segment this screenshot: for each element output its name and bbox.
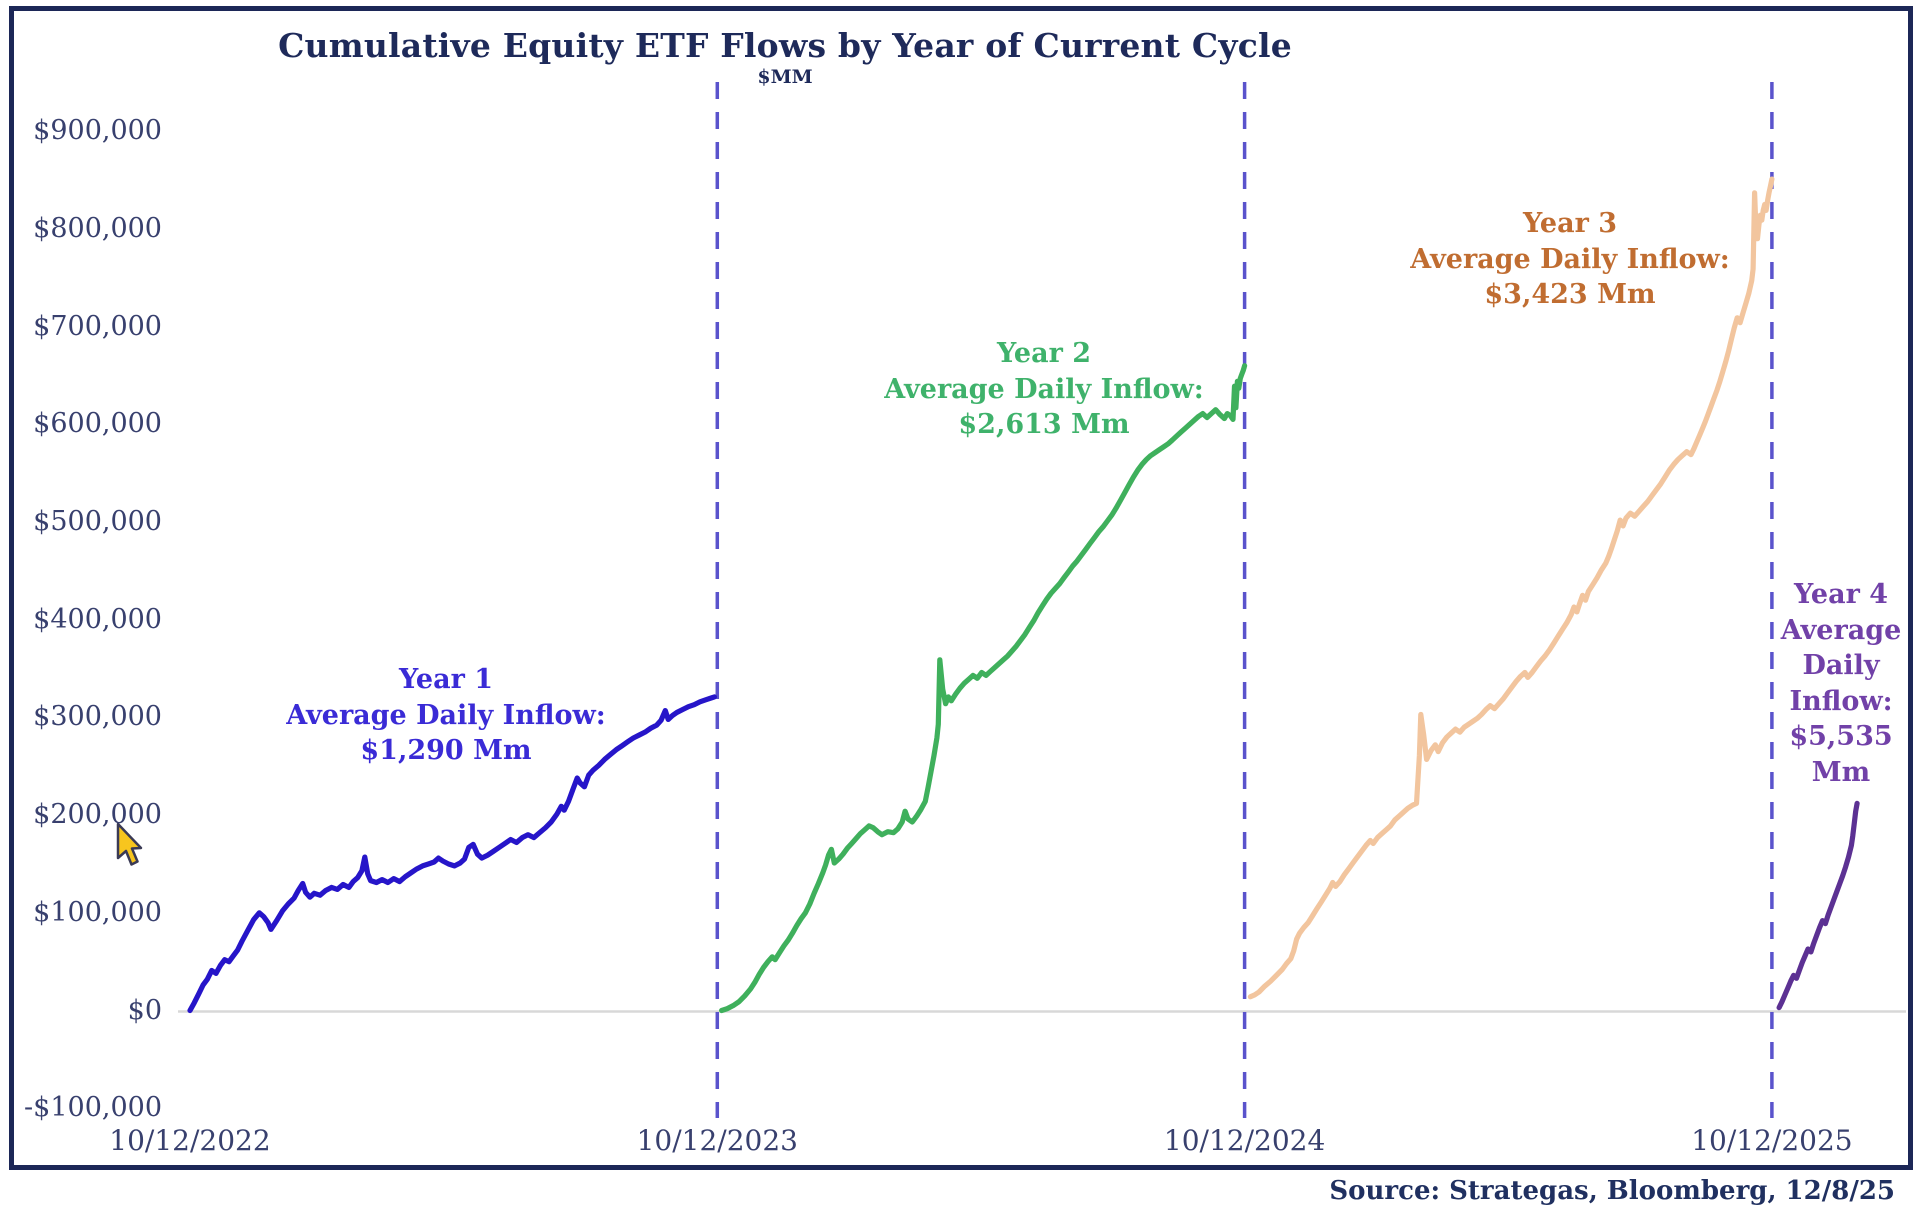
series-line-year-3 (1247, 176, 1775, 1000)
x-tick-label: 10/12/2022 (109, 1124, 271, 1157)
y-tick-label: $300,000 (33, 701, 162, 733)
annotation-line: $1,290 Mm (360, 735, 532, 766)
annotation-line: Year 4 (1793, 579, 1888, 610)
y-tick-label: $400,000 (33, 603, 162, 635)
series-line-year-4 (1776, 800, 1860, 1011)
annotation-line: Average Daily Inflow: (1410, 243, 1730, 275)
chart-title: Cumulative Equity ETF Flows by Year of C… (278, 26, 1292, 65)
annotation-year-4: Year 4 Average Daily Inflow: $5,535 Mm (1761, 577, 1920, 790)
y-tick-label: $700,000 (33, 310, 162, 342)
y-tick-label: -$100,000 (24, 1092, 162, 1124)
mouse-cursor-icon (116, 822, 143, 866)
annotation-line: Daily (1802, 650, 1880, 681)
annotation-line: Year 3 (1522, 208, 1617, 239)
annotation-line: Average Daily Inflow: (286, 699, 606, 731)
annotation-year-1: Year 1 Average Daily Inflow: $1,290 Mm (236, 662, 656, 769)
y-tick-label: $800,000 (33, 212, 162, 244)
annotation-line: Year 1 (398, 664, 493, 695)
series-lines (187, 176, 1860, 1014)
y-tick-label: $0 (127, 994, 162, 1026)
year-divider-lines (715, 82, 1774, 1118)
annotation-line: $2,613 Mm (958, 409, 1130, 440)
y-tick-label: $500,000 (33, 506, 162, 537)
y-tick-label: $600,000 (33, 408, 162, 440)
x-tick-label: 10/12/2025 (1691, 1124, 1853, 1157)
x-tick-label: 10/12/2023 (636, 1124, 798, 1157)
y-tick-label: $900,000 (33, 115, 162, 147)
annotation-line: Inflow: (1789, 685, 1893, 717)
annotation-year-3: Year 3 Average Daily Inflow: $3,423 Mm (1360, 206, 1780, 313)
annotation-line: Average (1780, 614, 1902, 646)
x-tick-label: 10/12/2024 (1163, 1124, 1326, 1157)
annotation-year-2: Year 2 Average Daily Inflow: $2,613 Mm (834, 336, 1254, 443)
y-tick-label: $100,000 (33, 896, 162, 928)
series-line-year-2 (719, 363, 1248, 1014)
y-tick-label: $200,000 (33, 799, 162, 831)
annotation-line: $3,423 Mm (1484, 279, 1656, 310)
annotation-line: Mm (1811, 756, 1871, 788)
chart-unit-label: $MM (757, 66, 813, 88)
annotation-line: $5,535 (1789, 721, 1893, 752)
annotation-line: Year 2 (996, 338, 1091, 369)
source-note: Source: Strategas, Bloomberg, 12/8/25 (1329, 1176, 1895, 1206)
series-line-year-1 (187, 694, 717, 1014)
annotation-line: Average Daily Inflow: (884, 373, 1204, 405)
